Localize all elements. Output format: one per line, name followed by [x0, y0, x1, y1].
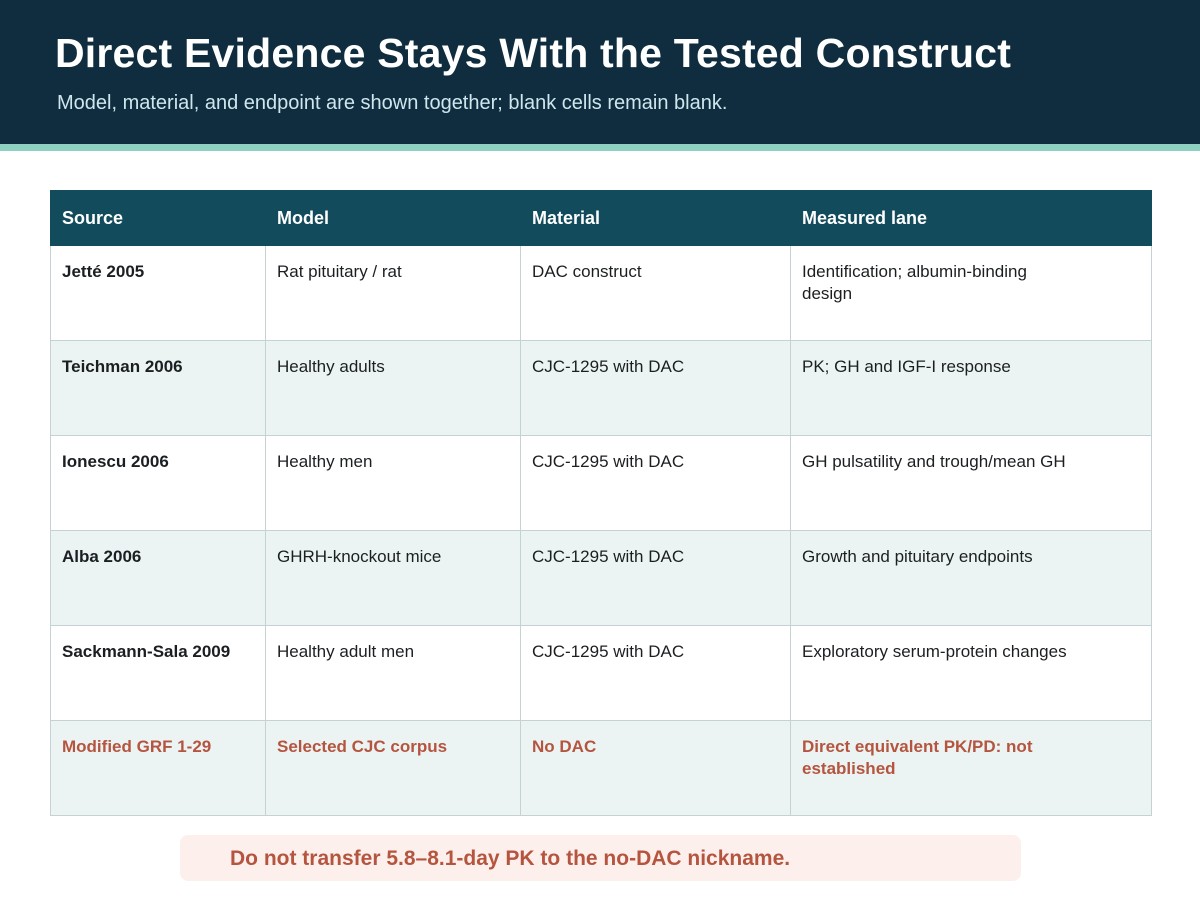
source-cell: Alba 2006	[50, 530, 266, 626]
measured-lane-cell: GH pulsatility and trough/mean GH	[790, 435, 1152, 531]
warning-callout: Do not transfer 5.8–8.1-day PK to the no…	[180, 835, 1021, 881]
measured-lane-cell: PK; GH and IGF-I response	[790, 340, 1152, 436]
column-header-model: Model	[265, 190, 521, 246]
source-cell: Jetté 2005	[50, 245, 266, 341]
table-row: Sackmann-Sala 2009 Healthy adult men CJC…	[50, 625, 1152, 721]
source-cell: Sackmann-Sala 2009	[50, 625, 266, 721]
measured-lane-cell: Growth and pituitary endpoints	[790, 530, 1152, 626]
warning-callout-text: Do not transfer 5.8–8.1-day PK to the no…	[230, 847, 791, 870]
model-cell: Healthy adult men	[265, 625, 521, 721]
table-row: Ionescu 2006 Healthy men CJC-1295 with D…	[50, 435, 1152, 531]
material-cell: CJC-1295 with DAC	[520, 340, 791, 436]
page-subtitle: Model, material, and endpoint are shown …	[57, 92, 728, 114]
column-header-material: Material	[520, 190, 791, 246]
measured-lane-cell: Exploratory serum-protein changes	[790, 625, 1152, 721]
model-cell: Healthy men	[265, 435, 521, 531]
material-cell: CJC-1295 with DAC	[520, 435, 791, 531]
source-cell: Teichman 2006	[50, 340, 266, 436]
column-header-source: Source	[50, 190, 266, 246]
table-row-highlight: Modified GRF 1-29 Selected CJC corpus No…	[50, 720, 1152, 816]
header-banner: Direct Evidence Stays With the Tested Co…	[0, 0, 1200, 144]
material-cell: CJC-1295 with DAC	[520, 625, 791, 721]
table-row: Jetté 2005 Rat pituitary / rat DAC const…	[50, 245, 1152, 341]
material-cell: No DAC	[520, 720, 791, 816]
source-cell: Modified GRF 1-29	[50, 720, 266, 816]
page-title: Direct Evidence Stays With the Tested Co…	[55, 30, 1012, 76]
measured-lane-cell: Direct equivalent PK/PD: not established	[790, 720, 1152, 816]
material-cell: CJC-1295 with DAC	[520, 530, 791, 626]
model-cell: Rat pituitary / rat	[265, 245, 521, 341]
model-cell: GHRH-knockout mice	[265, 530, 521, 626]
table-row: Alba 2006 GHRH-knockout mice CJC-1295 wi…	[50, 530, 1152, 626]
table-row: Teichman 2006 Healthy adults CJC-1295 wi…	[50, 340, 1152, 436]
material-cell: DAC construct	[520, 245, 791, 341]
header-accent-rule	[0, 144, 1200, 151]
model-cell: Selected CJC corpus	[265, 720, 521, 816]
source-cell: Ionescu 2006	[50, 435, 266, 531]
evidence-table: Source Model Material Measured lane Jett…	[50, 190, 1152, 816]
measured-lane-cell: Identification; albumin-binding design	[790, 245, 1152, 341]
model-cell: Healthy adults	[265, 340, 521, 436]
column-header-measured-lane: Measured lane	[790, 190, 1152, 246]
table-header-row: Source Model Material Measured lane	[50, 190, 1152, 246]
